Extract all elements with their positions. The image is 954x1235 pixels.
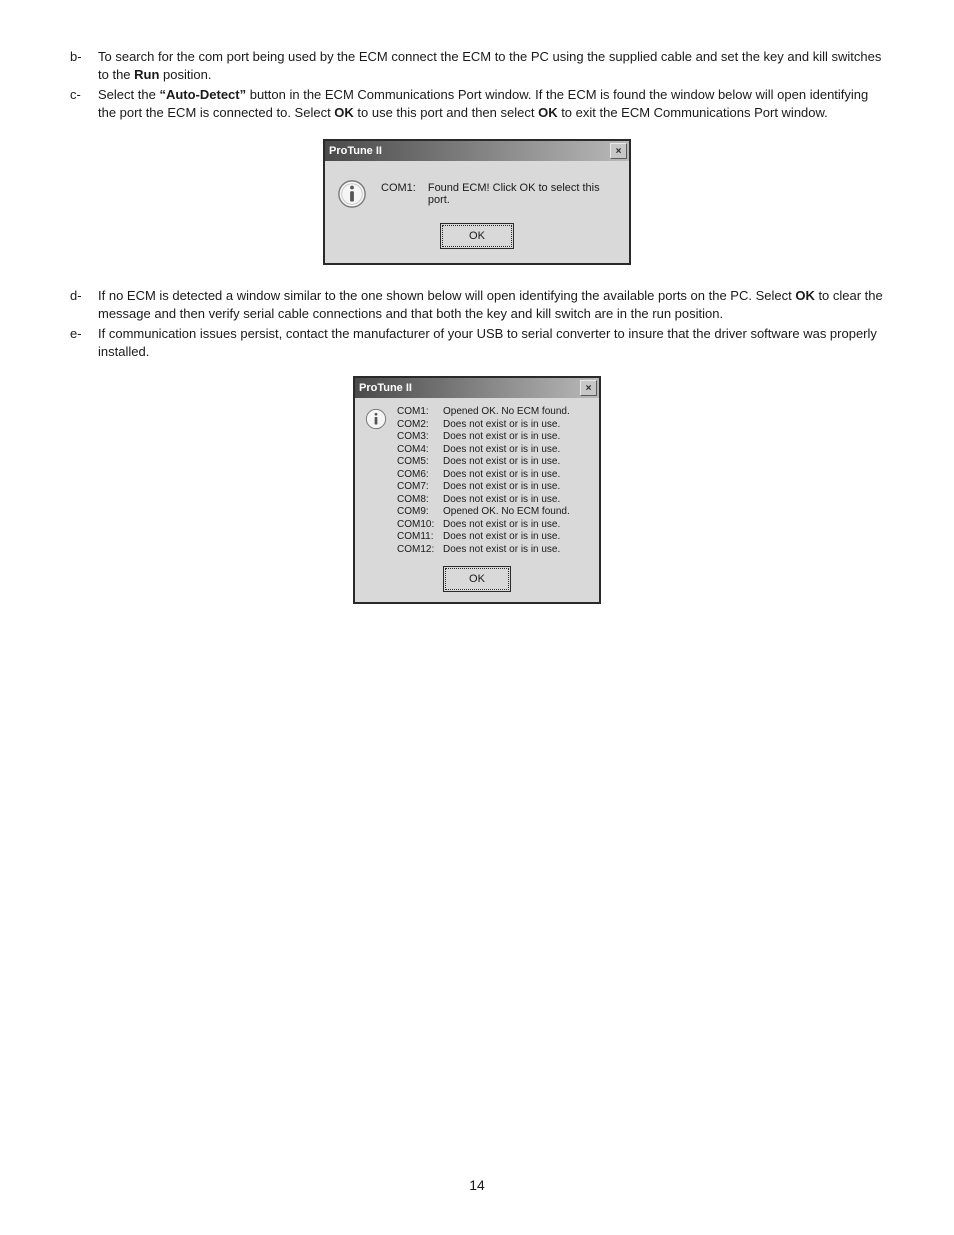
port-status: Does not exist or is in use. (443, 494, 560, 507)
dialog-titlebar: ProTune II × (325, 141, 629, 161)
port-status: Does not exist or is in use. (443, 444, 560, 457)
port-status-row: COM10:Does not exist or is in use. (397, 519, 570, 532)
port-status: Does not exist or is in use. (443, 469, 560, 482)
dialog-message-row: COM1:Opened OK. No ECM found.COM2:Does n… (365, 406, 589, 556)
port-status-row: COM11:Does not exist or is in use. (397, 531, 570, 544)
port-status-list: COM1:Opened OK. No ECM found.COM2:Does n… (397, 406, 570, 556)
dialog-message: COM1: Found ECM! Click OK to select this… (381, 182, 617, 206)
list-text: If communication issues persist, contact… (98, 325, 884, 360)
port-status: Does not exist or is in use. (443, 456, 560, 469)
list-text: If no ECM is detected a window similar t… (98, 287, 884, 322)
list-marker: b- (70, 48, 98, 83)
port-label: COM3: (397, 431, 443, 444)
port-status-row: COM7:Does not exist or is in use. (397, 481, 570, 494)
port-label: COM10: (397, 519, 443, 532)
port-label: COM11: (397, 531, 443, 544)
list-marker: d- (70, 287, 98, 322)
page-number: 14 (0, 1177, 954, 1193)
port-status-row: COM9:Opened OK. No ECM found. (397, 506, 570, 519)
port-label: COM7: (397, 481, 443, 494)
info-icon (365, 408, 387, 430)
list-marker: c- (70, 86, 98, 121)
port-status: Does not exist or is in use. (443, 431, 560, 444)
port-status-row: COM3:Does not exist or is in use. (397, 431, 570, 444)
port-status-row: COM6:Does not exist or is in use. (397, 469, 570, 482)
port-status: Does not exist or is in use. (443, 419, 560, 432)
ok-button[interactable]: OK (442, 225, 512, 247)
ok-button[interactable]: OK (445, 568, 509, 590)
port-status: Opened OK. No ECM found. (443, 406, 570, 419)
dialog-title: ProTune II (329, 145, 382, 157)
port-status-row: COM4:Does not exist or is in use. (397, 444, 570, 457)
port-status: Does not exist or is in use. (443, 481, 560, 494)
info-icon (337, 179, 367, 209)
list-marker: e- (70, 325, 98, 360)
dialog-title: ProTune II (359, 382, 412, 394)
port-label: COM2: (397, 419, 443, 432)
port-label: COM8: (397, 494, 443, 507)
dialog-body: COM1:Opened OK. No ECM found.COM2:Does n… (355, 398, 599, 602)
port-status-row: COM2:Does not exist or is in use. (397, 419, 570, 432)
dialog-titlebar: ProTune II × (355, 378, 599, 398)
list-item-b: b- To search for the com port being used… (70, 48, 884, 83)
port-label: COM6: (397, 469, 443, 482)
port-status-row: COM1:Opened OK. No ECM found. (397, 406, 570, 419)
port-label: COM4: (397, 444, 443, 457)
dialog-body: COM1: Found ECM! Click OK to select this… (325, 161, 629, 263)
port-status: Does not exist or is in use. (443, 531, 560, 544)
dialog-message-row: COM1: Found ECM! Click OK to select this… (337, 179, 617, 209)
protune-portlist-dialog: ProTune II × COM1:Opened OK. No ECM foun… (353, 376, 601, 604)
port-status: Does not exist or is in use. (443, 519, 560, 532)
port-label: COM1: (397, 406, 443, 419)
list-text: Select the “Auto-Detect” button in the E… (98, 86, 884, 121)
close-icon[interactable]: × (610, 143, 627, 159)
document-page: b- To search for the com port being used… (0, 0, 954, 1235)
list-item-c: c- Select the “Auto-Detect” button in th… (70, 86, 884, 121)
port-status-row: COM12:Does not exist or is in use. (397, 544, 570, 557)
port-status-row: COM8:Does not exist or is in use. (397, 494, 570, 507)
port-label: COM12: (397, 544, 443, 557)
port-label: COM1: (381, 182, 416, 206)
port-label: COM9: (397, 506, 443, 519)
close-icon[interactable]: × (580, 380, 597, 396)
list-text: To search for the com port being used by… (98, 48, 884, 83)
port-status: Does not exist or is in use. (443, 544, 560, 557)
port-status: Opened OK. No ECM found. (443, 506, 570, 519)
protune-found-dialog: ProTune II × COM1: Found ECM! Click OK t… (323, 139, 631, 265)
port-label: COM5: (397, 456, 443, 469)
dialog-container: ProTune II × COM1:Opened OK. No ECM foun… (70, 376, 884, 604)
list-item-d: d- If no ECM is detected a window simila… (70, 287, 884, 322)
message-text: Found ECM! Click OK to select this port. (428, 182, 617, 206)
port-status-row: COM5:Does not exist or is in use. (397, 456, 570, 469)
dialog-container: ProTune II × COM1: Found ECM! Click OK t… (70, 139, 884, 265)
list-item-e: e- If communication issues persist, cont… (70, 325, 884, 360)
